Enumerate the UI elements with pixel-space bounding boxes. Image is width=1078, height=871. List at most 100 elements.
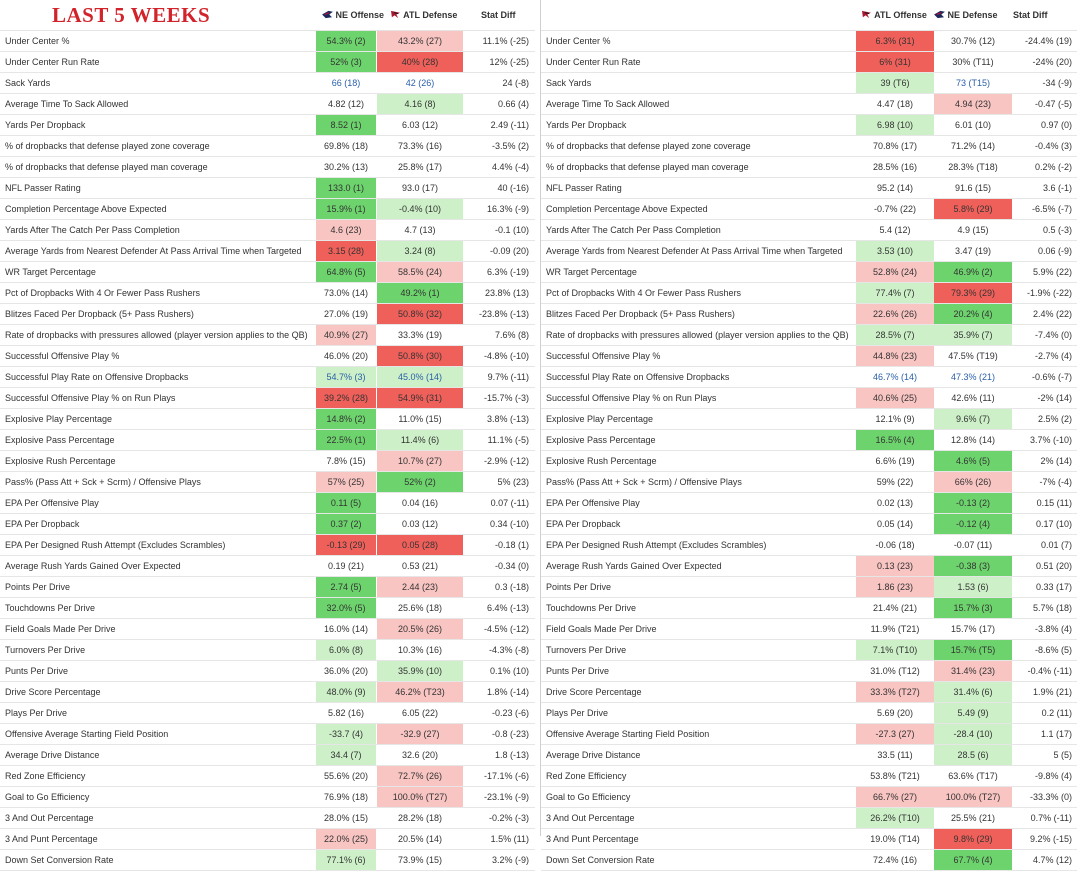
offense-value-cell: 16.0% (14)	[323, 624, 369, 634]
stat-row: Pct of Dropbacks With 4 Or Fewer Pass Ru…	[541, 283, 1077, 304]
offense-value-cell: 6.98 (10)	[856, 115, 934, 135]
stat-row: Blitzes Faced Per Dropback (5+ Pass Rush…	[0, 304, 535, 325]
stat-diff-cell: 11.1% (-5)	[487, 435, 529, 445]
stat-diff-cell: 16.3% (-9)	[486, 204, 529, 214]
stat-row: Pass% (Pass Att + Sck + Scrm) / Offensiv…	[0, 472, 535, 493]
stat-diff-cell: -0.1 (10)	[494, 225, 529, 235]
stat-row: WR Target Percentage 64.8% (5) 58.5% (24) 6…	[0, 262, 535, 283]
stat-row: Yards After The Catch Per Pass Completio…	[541, 220, 1077, 241]
stat-label: Blitzes Faced Per Dropback (5+ Pass Rush…	[546, 309, 735, 319]
offense-value-cell: 0.02 (13)	[876, 498, 914, 508]
stat-diff-cell: -0.8 (-23)	[491, 729, 529, 739]
stat-row: Punts Per Drive 36.0% (20) 35.9% (10) 0.1% …	[0, 661, 535, 682]
defense-value-cell: 79.3% (29)	[934, 283, 1012, 303]
stat-diff-cell: -2% (14)	[1037, 393, 1072, 403]
stat-diff-cell: -2.7% (4)	[1034, 351, 1072, 361]
defense-value-cell: 6.01 (10)	[954, 120, 992, 130]
offense-value-cell: 32.0% (5)	[316, 598, 376, 618]
stat-diff-cell: -1.9% (-22)	[1026, 288, 1072, 298]
stat-label: Turnovers Per Drive	[546, 645, 627, 655]
defense-value-cell: 6.03 (12)	[401, 120, 439, 130]
offense-value-cell: 11.9% (T21)	[870, 624, 920, 634]
defense-value-cell: 5.8% (29)	[934, 199, 1012, 219]
defense-value-cell: 71.2% (14)	[950, 141, 996, 151]
left-stat-table: Under Center % 54.3% (2) 43.2% (27) 11.1% (…	[0, 31, 535, 871]
offense-value-cell: 6% (31)	[856, 52, 934, 72]
stat-label: Field Goals Made Per Drive	[5, 624, 116, 634]
stat-row: Average Time To Sack Allowed 4.82 (12) 4.1…	[0, 94, 535, 115]
stat-label: Average Time To Sack Allowed	[546, 99, 670, 109]
stat-row: Successful Offensive Play % on Run Plays…	[0, 388, 535, 409]
defense-value-cell: 100.0% (T27)	[377, 787, 463, 807]
ne-offense-label: NE Offense	[335, 10, 385, 20]
stat-label: Under Center %	[546, 36, 611, 46]
stat-diff-cell: -0.18 (1)	[494, 540, 529, 550]
offense-value-cell: 27.0% (19)	[323, 309, 369, 319]
stat-label: Under Center %	[5, 36, 70, 46]
defense-value-cell: -0.07 (11)	[953, 540, 993, 550]
offense-value-cell: 22.5% (1)	[316, 430, 376, 450]
stat-row: Offensive Average Starting Field Positio…	[0, 724, 535, 745]
stat-label: Points Per Drive	[5, 582, 71, 592]
offense-value-cell: 46.0% (20)	[323, 351, 369, 361]
defense-value-cell: 31.4% (6)	[934, 682, 1012, 702]
offense-value-cell: 3.15 (28)	[316, 241, 376, 261]
offense-value-cell: 69.8% (18)	[323, 141, 369, 151]
stat-label: NFL Passer Rating	[5, 183, 81, 193]
stat-diff-cell: 0.34 (-10)	[489, 519, 529, 529]
stat-diff-cell: 0.66 (4)	[497, 99, 529, 109]
stat-row: Offensive Average Starting Field Positio…	[541, 724, 1077, 745]
stat-label: 3 And Out Percentage	[5, 813, 94, 823]
defense-value-cell: 3.47 (19)	[954, 246, 992, 256]
stat-label: Completion Percentage Above Expected	[546, 204, 708, 214]
defense-value-cell: 1.53 (6)	[934, 577, 1012, 597]
stat-label: Average Yards from Nearest Defender At P…	[546, 246, 843, 256]
stat-diff-cell: 7.6% (8)	[494, 330, 529, 340]
stat-label: 3 And Out Percentage	[546, 813, 635, 823]
stat-row: EPA Per Dropback 0.37 (2) 0.03 (12) 0.34 (-…	[0, 514, 535, 535]
stat-label: EPA Per Dropback	[5, 519, 80, 529]
defense-value-cell: 25.8% (17)	[397, 162, 443, 172]
stat-diff-cell: 0.01 (7)	[1040, 540, 1072, 550]
stat-row: Goal to Go Efficiency 76.9% (18) 100.0% (T…	[0, 787, 535, 808]
stat-label: Explosive Pass Percentage	[546, 435, 656, 445]
defense-value-cell: 11.4% (6)	[377, 430, 463, 450]
stat-row: Drive Score Percentage 33.3% (T27) 31.4% (…	[541, 682, 1077, 703]
offense-value-cell: 66.7% (27)	[856, 787, 934, 807]
defense-value-cell: 50.8% (30)	[377, 346, 463, 366]
stat-row: Under Center % 54.3% (2) 43.2% (27) 11.1% (…	[0, 31, 535, 52]
right-comparison-panel: ATL Offense NE Defense Stat Diff Under C…	[540, 0, 1077, 871]
offense-value-cell: 5.4 (12)	[879, 225, 911, 235]
stat-label: Average Yards from Nearest Defender At P…	[5, 246, 302, 256]
offense-value-cell: 5.69 (20)	[876, 708, 914, 718]
defense-value-cell: 42.6% (11)	[951, 393, 995, 403]
stat-diff-cell: -6.5% (-7)	[1031, 204, 1072, 214]
stat-row: Field Goals Made Per Drive 11.9% (T21) 15.…	[541, 619, 1077, 640]
stat-label: EPA Per Designed Rush Attempt (Excludes …	[546, 540, 767, 550]
stat-diff-cell: 0.97 (0)	[1040, 120, 1072, 130]
offense-value-cell: 33.3% (T27)	[856, 682, 934, 702]
defense-value-cell: 4.94 (23)	[934, 94, 1012, 114]
defense-value-cell: 15.7% (17)	[950, 624, 996, 634]
stat-label: % of dropbacks that defense played zone …	[546, 141, 751, 151]
stat-label: Successful Offensive Play %	[546, 351, 661, 361]
defense-value-cell: 25.5% (21)	[950, 813, 996, 823]
stat-label: EPA Per Dropback	[546, 519, 621, 529]
offense-value-cell: 16.5% (4)	[856, 430, 934, 450]
defense-value-cell: 50.8% (32)	[377, 304, 463, 324]
stat-diff-cell: -0.4% (3)	[1034, 141, 1072, 151]
stat-row: Punts Per Drive 31.0% (T12) 31.4% (23) -0.4…	[541, 661, 1077, 682]
stat-diff-cell: 0.2% (-2)	[1034, 162, 1072, 172]
stat-row: Rate of dropbacks with pressures allowed…	[0, 325, 535, 346]
offense-value-cell: 7.8% (15)	[326, 456, 366, 466]
offense-value-cell: -0.7% (22)	[873, 204, 917, 214]
stat-diff-cell: 2.49 (-11)	[490, 120, 529, 130]
stat-label: Touchdowns Per Drive	[5, 603, 96, 613]
stat-diff-header: Stat Diff	[481, 10, 516, 20]
stat-diff-cell: 0.15 (11)	[1036, 498, 1072, 508]
stat-label: Plays Per Drive	[5, 708, 68, 718]
stat-label: Punts Per Drive	[5, 666, 69, 676]
offense-value-cell: 133.0 (1)	[316, 178, 376, 198]
stat-label: Punts Per Drive	[546, 666, 610, 676]
offense-value-cell: 30.2% (13)	[323, 162, 369, 172]
